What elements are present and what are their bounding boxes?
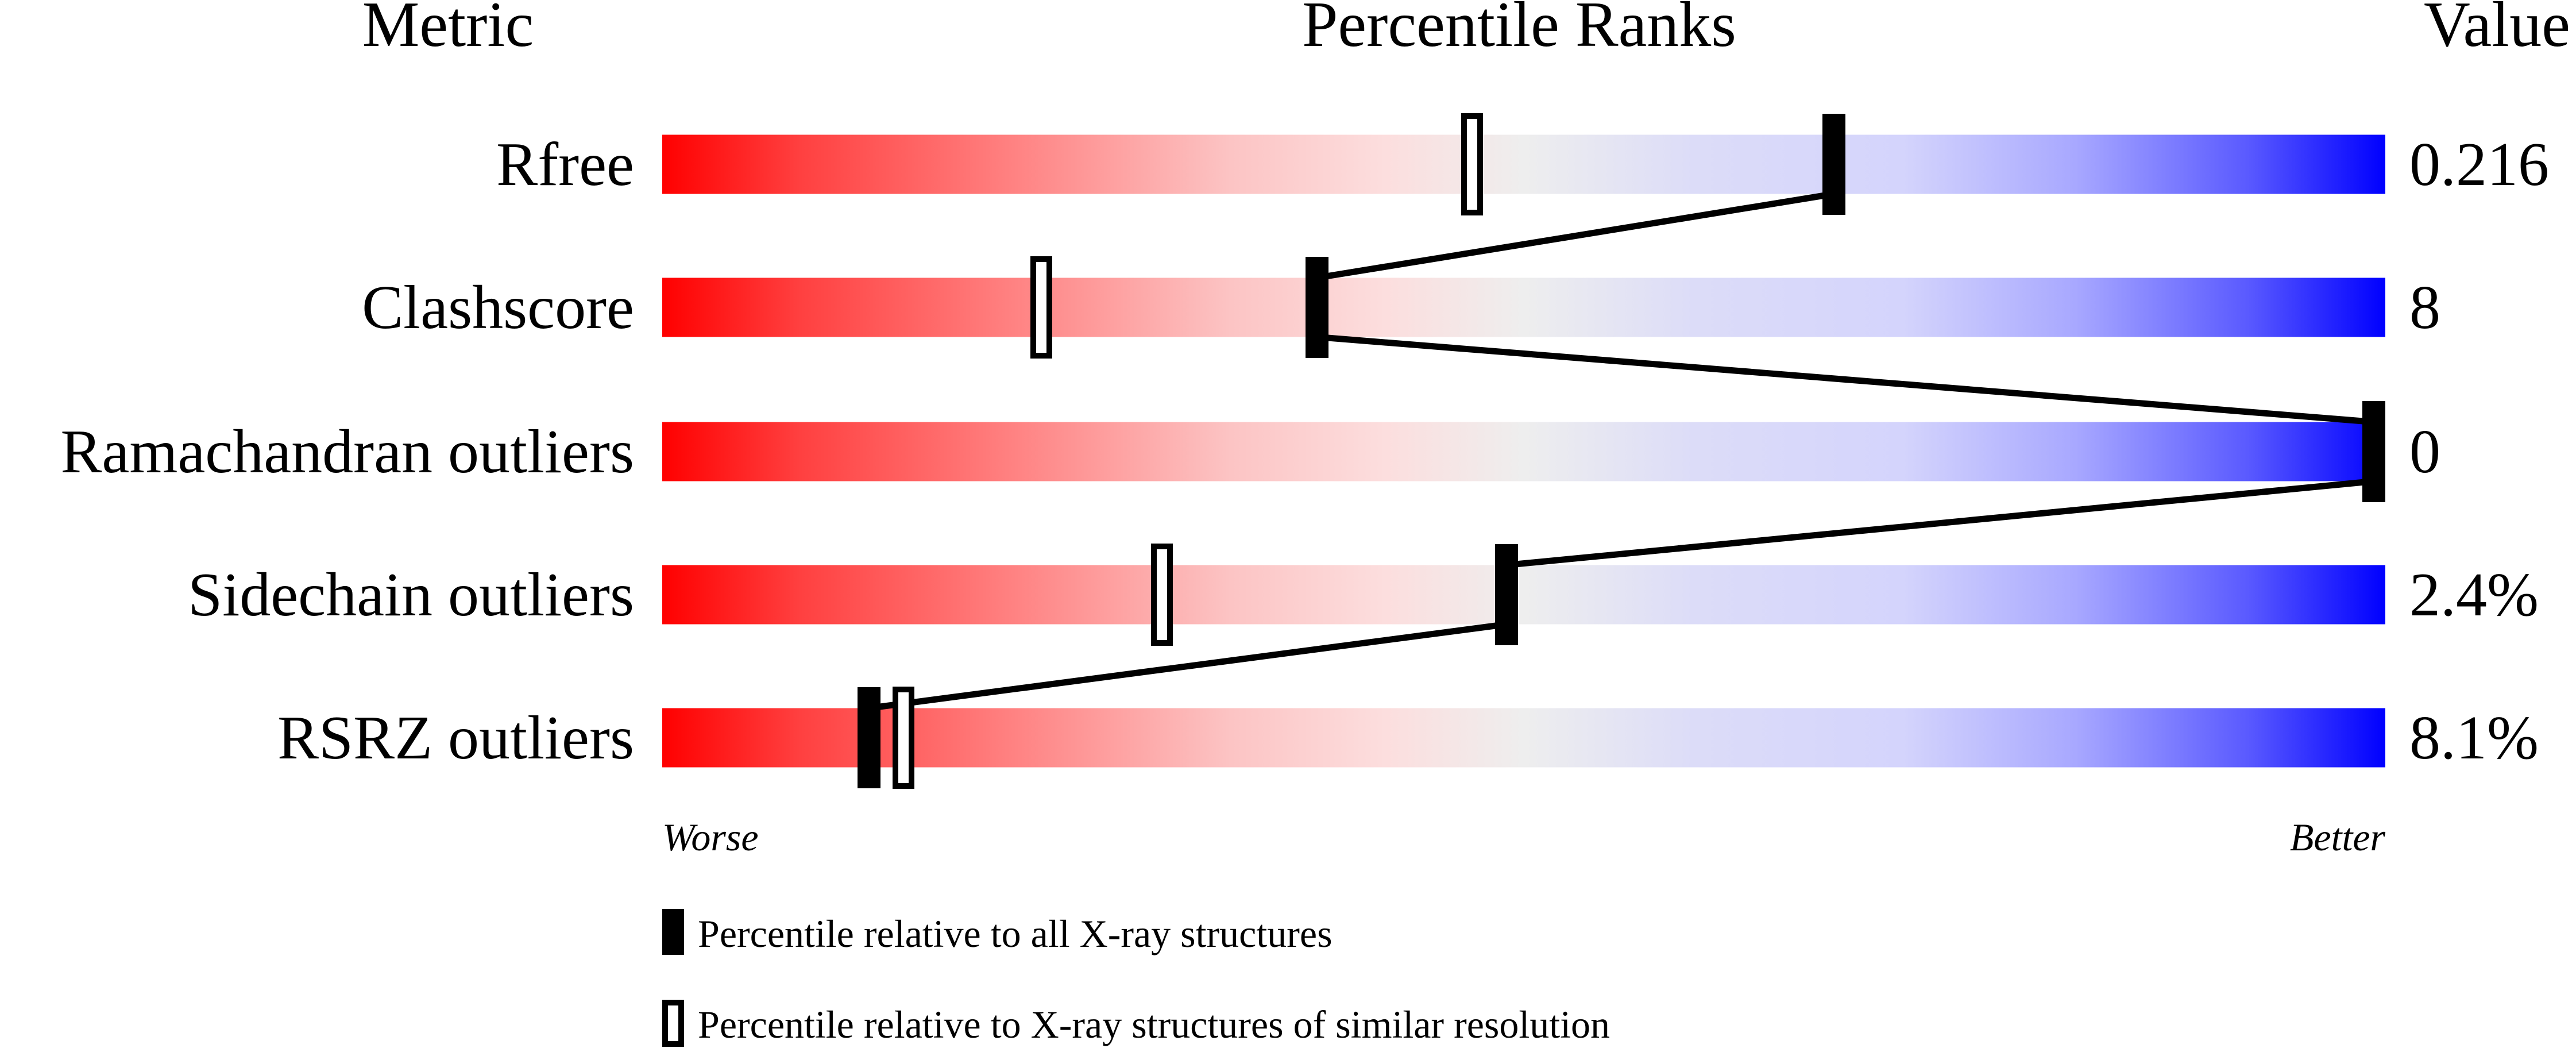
worse-label: Worse	[662, 815, 759, 859]
legend-open-marker	[662, 1000, 684, 1047]
connector-line	[1316, 334, 2374, 425]
legend-filled-marker	[662, 909, 684, 955]
connector-line	[868, 621, 1507, 711]
header-percentile-ranks: Percentile Ranks	[1302, 0, 1736, 60]
marker-all-structures	[858, 687, 880, 788]
marker-all-structures	[2362, 401, 2385, 502]
metric-label: Sidechain outliers	[188, 561, 634, 629]
header-metric: Metric	[362, 0, 534, 60]
legend-open-label: Percentile relative to X-ray structures …	[698, 1003, 1610, 1046]
header-value: Value	[2424, 0, 2570, 60]
metric-label: Clashscore	[362, 273, 634, 342]
marker-similar-resolution	[1461, 113, 1483, 215]
percentile-bar	[662, 278, 2385, 337]
metric-value: 8	[2409, 273, 2440, 342]
better-label: Better	[2290, 815, 2386, 859]
marker-similar-resolution	[893, 687, 914, 789]
marker-similar-resolution	[1151, 544, 1173, 646]
marker-all-structures	[1822, 114, 1845, 215]
metric-value: 0	[2409, 418, 2440, 486]
metric-value: 8.1%	[2409, 704, 2539, 772]
marker-similar-resolution	[1030, 256, 1052, 359]
metric-label: RSRZ outliers	[277, 704, 634, 772]
metric-label: Ramachandran outliers	[60, 418, 634, 486]
percentile-bar	[662, 422, 2385, 481]
legend-filled-label: Percentile relative to all X-ray structu…	[698, 912, 1333, 955]
metric-label: Rfree	[496, 130, 634, 199]
metric-value: 2.4%	[2409, 561, 2539, 629]
marker-all-structures	[1306, 257, 1328, 358]
percentile-bar	[662, 565, 2385, 625]
metric-value: 0.216	[2409, 130, 2549, 199]
connector-line	[1506, 478, 2374, 568]
marker-all-structures	[1495, 544, 1518, 645]
percentile-bar	[662, 134, 2385, 194]
connector-line	[1316, 191, 1835, 281]
percentile-bar	[662, 708, 2385, 768]
